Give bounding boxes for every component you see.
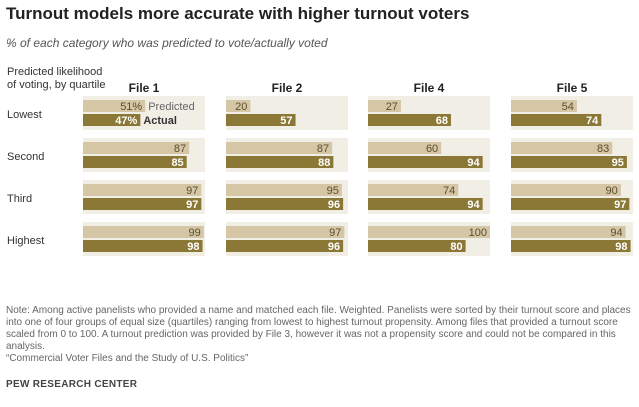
- file-5-second-actual-bar: [511, 156, 627, 168]
- category-label-third: Third: [7, 193, 32, 205]
- chart-title: Turnout models more accurate with higher…: [6, 4, 470, 23]
- file-2-third-predicted-bar: [226, 184, 342, 196]
- file-2-third-predicted-label: 95: [327, 185, 339, 197]
- file-4-highest-actual-bar: [368, 240, 466, 252]
- file-2-lowest-predicted-label: 20: [235, 101, 247, 113]
- file-4-highest-predicted-label: 100: [469, 227, 487, 239]
- chart-note: Note: Among active panelists who provide…: [6, 305, 634, 365]
- file-4-header: File 4: [414, 81, 445, 95]
- file-5-highest-predicted-label: 94: [610, 227, 622, 239]
- file-2-lowest-actual-bar: [226, 114, 296, 126]
- file-5-highest-actual-label: 98: [615, 241, 627, 253]
- file-1-highest-actual-bar: [83, 240, 203, 252]
- file-5-second-actual-label: 95: [612, 157, 624, 169]
- file-1-highest-predicted-bar: [83, 226, 204, 238]
- file-1-third-predicted-bar: [83, 184, 202, 196]
- file-1-highest-actual-label: 98: [187, 241, 199, 253]
- file-5-third-actual-label: 97: [614, 199, 626, 211]
- file-4-lowest-predicted-label: 27: [386, 101, 398, 113]
- file-2-lowest-predicted-bar: [226, 100, 251, 112]
- file-1-second-actual-bar: [83, 156, 187, 168]
- file-2-second-actual-bar: [226, 156, 334, 168]
- category-label-second: Second: [7, 151, 44, 163]
- file-2-second-predicted-bar: [226, 142, 333, 154]
- file-2-highest-actual-bar: [226, 240, 344, 252]
- file-4-second-actual-bar: [368, 156, 483, 168]
- legend-predicted: Predicted: [148, 101, 194, 113]
- file-5-lowest-actual-label: 74: [586, 115, 599, 127]
- row-header-line-1: Predicted likelihood: [7, 66, 102, 78]
- file-5-highest-actual-bar: [511, 240, 631, 252]
- file-1-third-actual-label: 97: [186, 199, 198, 211]
- source-credit: PEW RESEARCH CENTER: [6, 379, 138, 390]
- file-4-third-predicted-bar: [368, 184, 459, 196]
- file-2-lowest-actual-label: 57: [280, 115, 292, 127]
- file-5-second-predicted-label: 83: [597, 143, 609, 155]
- file-5-lowest-predicted-label: 54: [562, 101, 574, 113]
- file-4-second-actual-label: 94: [467, 157, 480, 169]
- file-2-highest-actual-label: 96: [328, 241, 340, 253]
- file-1-lowest-actual-label: 47%: [115, 115, 137, 127]
- file-2-highest-predicted-label: 97: [329, 227, 341, 239]
- category-label-lowest: Lowest: [7, 109, 42, 121]
- file-5-third-actual-bar: [511, 198, 630, 210]
- file-2-highest-predicted-bar: [226, 226, 345, 238]
- file-2-second-predicted-label: 87: [317, 143, 329, 155]
- file-4-highest-predicted-bar: [368, 226, 490, 238]
- file-5-lowest-predicted-bar: [511, 100, 577, 112]
- file-2-second-actual-label: 88: [318, 157, 330, 169]
- file-2-third-actual-label: 96: [328, 199, 340, 211]
- file-1-second-actual-label: 85: [171, 157, 183, 169]
- row-header-line-2: of voting, by quartile: [7, 79, 105, 91]
- file-1-header: File 1: [129, 81, 160, 95]
- file-1-third-predicted-label: 97: [186, 185, 198, 197]
- category-label-highest: Highest: [7, 235, 44, 247]
- file-5-third-predicted-label: 90: [606, 185, 618, 197]
- file-1-lowest-predicted-bar: [83, 100, 146, 112]
- file-5-third-predicted-bar: [511, 184, 621, 196]
- file-5-lowest-actual-bar: [511, 114, 602, 126]
- file-2-third-actual-bar: [226, 198, 344, 210]
- file-2-header: File 2: [272, 81, 303, 95]
- file-1-lowest-predicted-label: 51%: [120, 101, 142, 113]
- note-text: Note: Among active panelists who provide…: [6, 305, 631, 352]
- file-4-lowest-actual-label: 68: [436, 115, 448, 127]
- file-1-highest-predicted-label: 99: [189, 227, 201, 239]
- file-4-lowest-actual-bar: [368, 114, 451, 126]
- file-1-lowest-actual-bar: [83, 114, 141, 126]
- file-1-second-predicted-label: 87: [174, 143, 186, 155]
- chart-subtitle: % of each category who was predicted to …: [6, 36, 328, 50]
- file-4-third-actual-label: 94: [467, 199, 480, 211]
- file-4-second-predicted-bar: [368, 142, 442, 154]
- file-5-highest-predicted-bar: [511, 226, 626, 238]
- file-1-second-predicted-bar: [83, 142, 190, 154]
- file-4-second-predicted-label: 60: [426, 143, 438, 155]
- legend-actual: Actual: [143, 115, 177, 127]
- file-4-lowest-predicted-bar: [368, 100, 401, 112]
- file-4-third-predicted-label: 74: [443, 185, 455, 197]
- file-4-third-actual-bar: [368, 198, 483, 210]
- file-5-header: File 5: [557, 81, 588, 95]
- file-4-highest-actual-label: 80: [450, 241, 462, 253]
- file-1-third-actual-bar: [83, 198, 202, 210]
- note-citation: “Commercial Voter Files and the Study of…: [6, 353, 249, 364]
- file-5-second-predicted-bar: [511, 142, 613, 154]
